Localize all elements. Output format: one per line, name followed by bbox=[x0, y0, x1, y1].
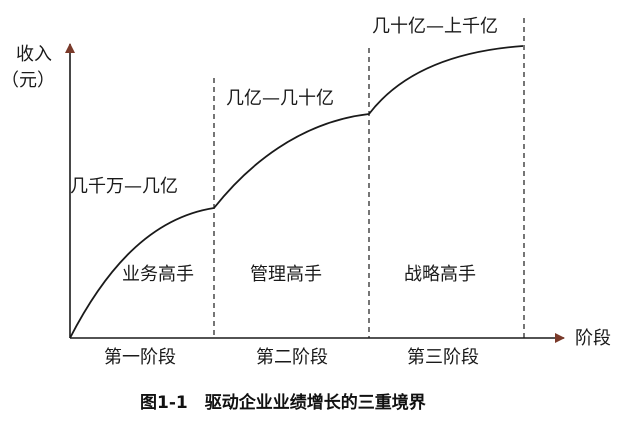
stage-name-3: 第三阶段 bbox=[407, 347, 479, 368]
role-label-stage-3: 战略高手 bbox=[404, 264, 476, 285]
revenue-range-stage-2: 几亿—几十亿 bbox=[226, 88, 334, 109]
revenue-range-stage-3: 几十亿—上千亿 bbox=[372, 16, 498, 37]
stage-name-1: 第一阶段 bbox=[104, 347, 176, 368]
y-axis-label-line1: 收入 bbox=[16, 44, 52, 65]
x-axis-label: 阶段 bbox=[575, 328, 611, 349]
role-label-stage-2: 管理高手 bbox=[250, 264, 322, 285]
role-label-stage-1: 业务高手 bbox=[122, 264, 194, 285]
figure-caption: 图1-1 驱动企业业绩增长的三重境界 bbox=[140, 392, 426, 413]
y-axis-label-line2: （元） bbox=[1, 70, 55, 91]
revenue-range-stage-1: 几千万—几亿 bbox=[70, 176, 178, 197]
stage-name-2: 第二阶段 bbox=[256, 347, 328, 368]
growth-curve bbox=[69, 45, 524, 339]
